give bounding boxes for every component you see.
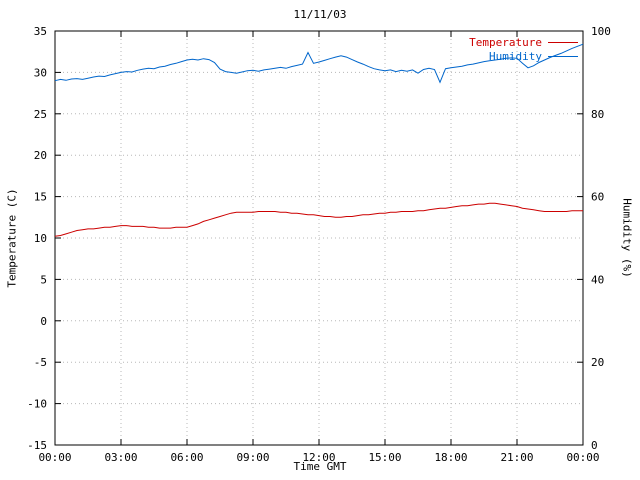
svg-text:09:00: 09:00 — [236, 451, 269, 464]
svg-text:40: 40 — [591, 273, 604, 286]
svg-text:100: 100 — [591, 25, 611, 38]
svg-text:10: 10 — [34, 232, 47, 245]
svg-text:5: 5 — [40, 273, 47, 286]
svg-text:25: 25 — [34, 108, 47, 121]
svg-text:0: 0 — [591, 439, 598, 452]
svg-text:12:00: 12:00 — [302, 451, 335, 464]
svg-text:80: 80 — [591, 108, 604, 121]
svg-text:21:00: 21:00 — [500, 451, 533, 464]
legend-label-temperature: Temperature — [469, 35, 542, 49]
svg-text:-15: -15 — [27, 439, 47, 452]
x-axis-label: Time GMT — [293, 460, 347, 473]
svg-text:03:00: 03:00 — [104, 451, 137, 464]
svg-text:15: 15 — [34, 191, 47, 204]
legend-line-humidity — [548, 55, 578, 57]
svg-text:20: 20 — [34, 149, 47, 162]
legend-label-humidity: Humidity — [489, 49, 542, 63]
legend: Temperature Humidity — [469, 35, 578, 63]
chart-title: 11/11/03 — [293, 8, 347, 21]
svg-text:18:00: 18:00 — [434, 451, 467, 464]
svg-text:06:00: 06:00 — [170, 451, 203, 464]
legend-line-temperature — [548, 41, 578, 43]
legend-row-temperature: Temperature — [469, 35, 578, 49]
svg-text:30: 30 — [34, 66, 47, 79]
svg-text:00:00: 00:00 — [38, 451, 71, 464]
legend-row-humidity: Humidity — [469, 49, 578, 63]
svg-text:35: 35 — [34, 25, 47, 38]
svg-text:20: 20 — [591, 356, 604, 369]
svg-text:00:00: 00:00 — [566, 451, 599, 464]
svg-text:-5: -5 — [34, 356, 47, 369]
svg-text:-10: -10 — [27, 398, 47, 411]
svg-text:15:00: 15:00 — [368, 451, 401, 464]
svg-text:60: 60 — [591, 191, 604, 204]
svg-text:0: 0 — [40, 315, 47, 328]
